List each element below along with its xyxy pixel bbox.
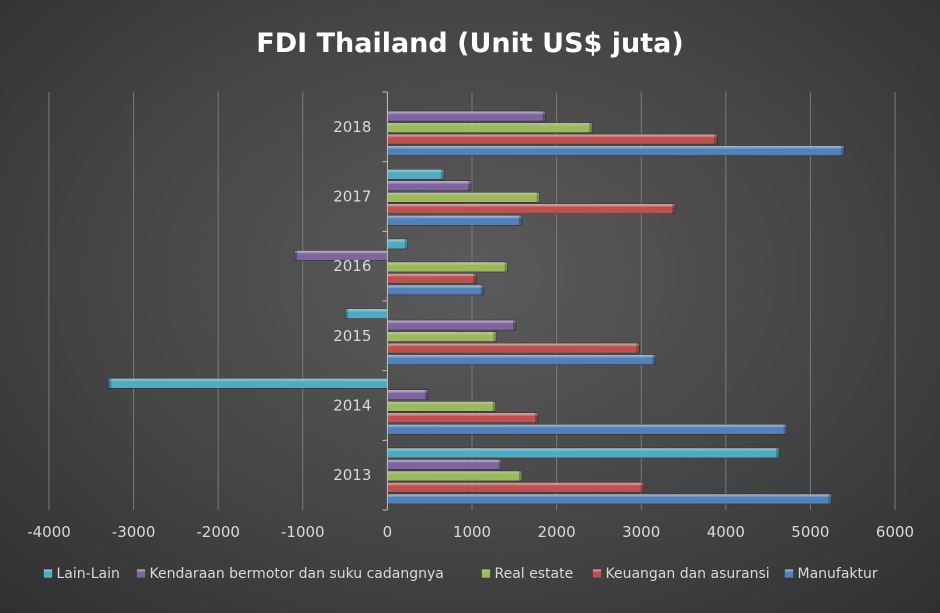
x-tick-label: 4000 (707, 523, 745, 541)
bar-cap (783, 424, 787, 435)
chart-title: FDI Thailand (Unit US$ juta) (256, 28, 683, 59)
bar-real-estate-2016 (387, 261, 508, 273)
bar-kendaraan-bermotor-dan-suku-cadangnya-2014 (387, 389, 429, 400)
bar-real-estate-2014 (387, 401, 496, 412)
bar-lain-lain-2017 (387, 169, 445, 180)
bar-cap (672, 203, 676, 214)
bar-manufaktur-2017 (387, 215, 523, 226)
legend-label: Real estate (495, 566, 574, 582)
bar-keuangan-dan-asuransi-2018 (387, 133, 718, 145)
x-tick-label: 1000 (453, 523, 491, 541)
bar-cap (345, 308, 349, 319)
legend-swatch (592, 568, 602, 579)
bar-cap (640, 482, 644, 493)
bar-cap (294, 250, 298, 261)
y-tick-label: 2014 (333, 397, 371, 415)
bar-keuangan-dan-asuransi-2013 (387, 482, 644, 493)
bar-manufaktur-2016 (387, 284, 485, 296)
bar-keuangan-dan-asuransi-2015 (387, 342, 640, 354)
bar-cap (512, 320, 516, 331)
bar-cap (636, 343, 640, 354)
bar-cap (652, 354, 656, 365)
bar-cap (108, 378, 112, 389)
x-tick-label: 3000 (622, 523, 660, 541)
axes: -4000 -3000 -2000 -1000 0 1000 2000 3000 4000 500… (27, 91, 914, 541)
legend-swatch (43, 568, 53, 579)
bar-cap (468, 180, 472, 191)
y-tick-label: 2018 (333, 118, 371, 136)
bar-manufaktur-2015 (387, 354, 656, 365)
bar-cap (404, 238, 408, 249)
x-tick-label: 2000 (538, 523, 576, 541)
x-tick-label: 6000 (876, 523, 914, 541)
bar-cap (480, 284, 484, 295)
bar-keuangan-dan-asuransi-2017 (387, 203, 676, 214)
bar-cap (493, 331, 497, 342)
bar-cap (536, 192, 540, 203)
bar-kendaraan-bermotor-dan-suku-cadangnya-2017 (387, 180, 472, 191)
bar-kendaraan-bermotor-dan-suku-cadangnya-2018 (387, 110, 546, 122)
y-tick-label: 2013 (333, 466, 371, 484)
y-tick-label: 2017 (333, 188, 371, 206)
legend-swatch (136, 568, 146, 579)
x-tick-label: -4000 (27, 523, 71, 541)
bar-cap (498, 459, 502, 470)
y-tick-label: 2015 (333, 327, 371, 345)
bar-cap (542, 111, 546, 122)
bar-cap (776, 447, 780, 458)
x-tick-label: 0 (383, 523, 393, 541)
bar-manufaktur-2018 (387, 145, 845, 156)
bar-real-estate-2018 (387, 122, 593, 133)
bar-cap (534, 412, 538, 423)
bar-manufaktur-2013 (387, 493, 832, 505)
legend-label: Keuangan dan asuransi (606, 566, 770, 582)
bar-keuangan-dan-asuransi-2014 (387, 412, 539, 423)
bar-cap (841, 145, 845, 156)
x-tick-label: -3000 (112, 523, 156, 541)
bar-kendaraan-bermotor-dan-suku-cadangnya-2015 (387, 319, 517, 331)
bar-keuangan-dan-asuransi-2016 (387, 273, 477, 284)
bar-cap (473, 273, 477, 284)
y-tick-label: 2016 (333, 257, 371, 275)
legend-label: Kendaraan bermotor dan suku cadangnya (150, 566, 444, 582)
legend-swatch (784, 568, 794, 579)
bar-lain-lain-2014 (107, 378, 388, 389)
bar-cap (589, 122, 593, 133)
bar-kendaraan-bermotor-dan-suku-cadangnya-2013 (387, 459, 502, 470)
bar-real-estate-2013 (387, 470, 523, 482)
bar-lain-lain-2013 (387, 447, 780, 459)
bar-cap (518, 215, 522, 226)
bar-cap (828, 493, 832, 504)
bar-real-estate-2015 (387, 331, 497, 342)
bars (107, 110, 845, 505)
bar-cap (504, 261, 508, 272)
bar-cap (492, 401, 496, 412)
x-tick-label: -1000 (281, 523, 325, 541)
bar-real-estate-2017 (387, 192, 540, 203)
gridlines (48, 92, 896, 510)
bar-lain-lain-2016 (387, 238, 408, 250)
bar-cap (714, 134, 718, 145)
legend-label: Manufaktur (798, 566, 878, 582)
legend-swatch (481, 568, 491, 579)
legend-label: Lain-Lain (57, 566, 120, 582)
bar-lain-lain-2015 (344, 308, 388, 319)
legend: Lain-Lain Kendaraan bermotor dan suku cad… (43, 566, 878, 582)
bar-cap (518, 470, 522, 481)
bar-manufaktur-2014 (387, 424, 787, 435)
bar-cap (441, 169, 445, 180)
x-tick-label: 5000 (791, 523, 829, 541)
bar-cap (425, 389, 429, 400)
x-tick-label: -2000 (196, 523, 240, 541)
